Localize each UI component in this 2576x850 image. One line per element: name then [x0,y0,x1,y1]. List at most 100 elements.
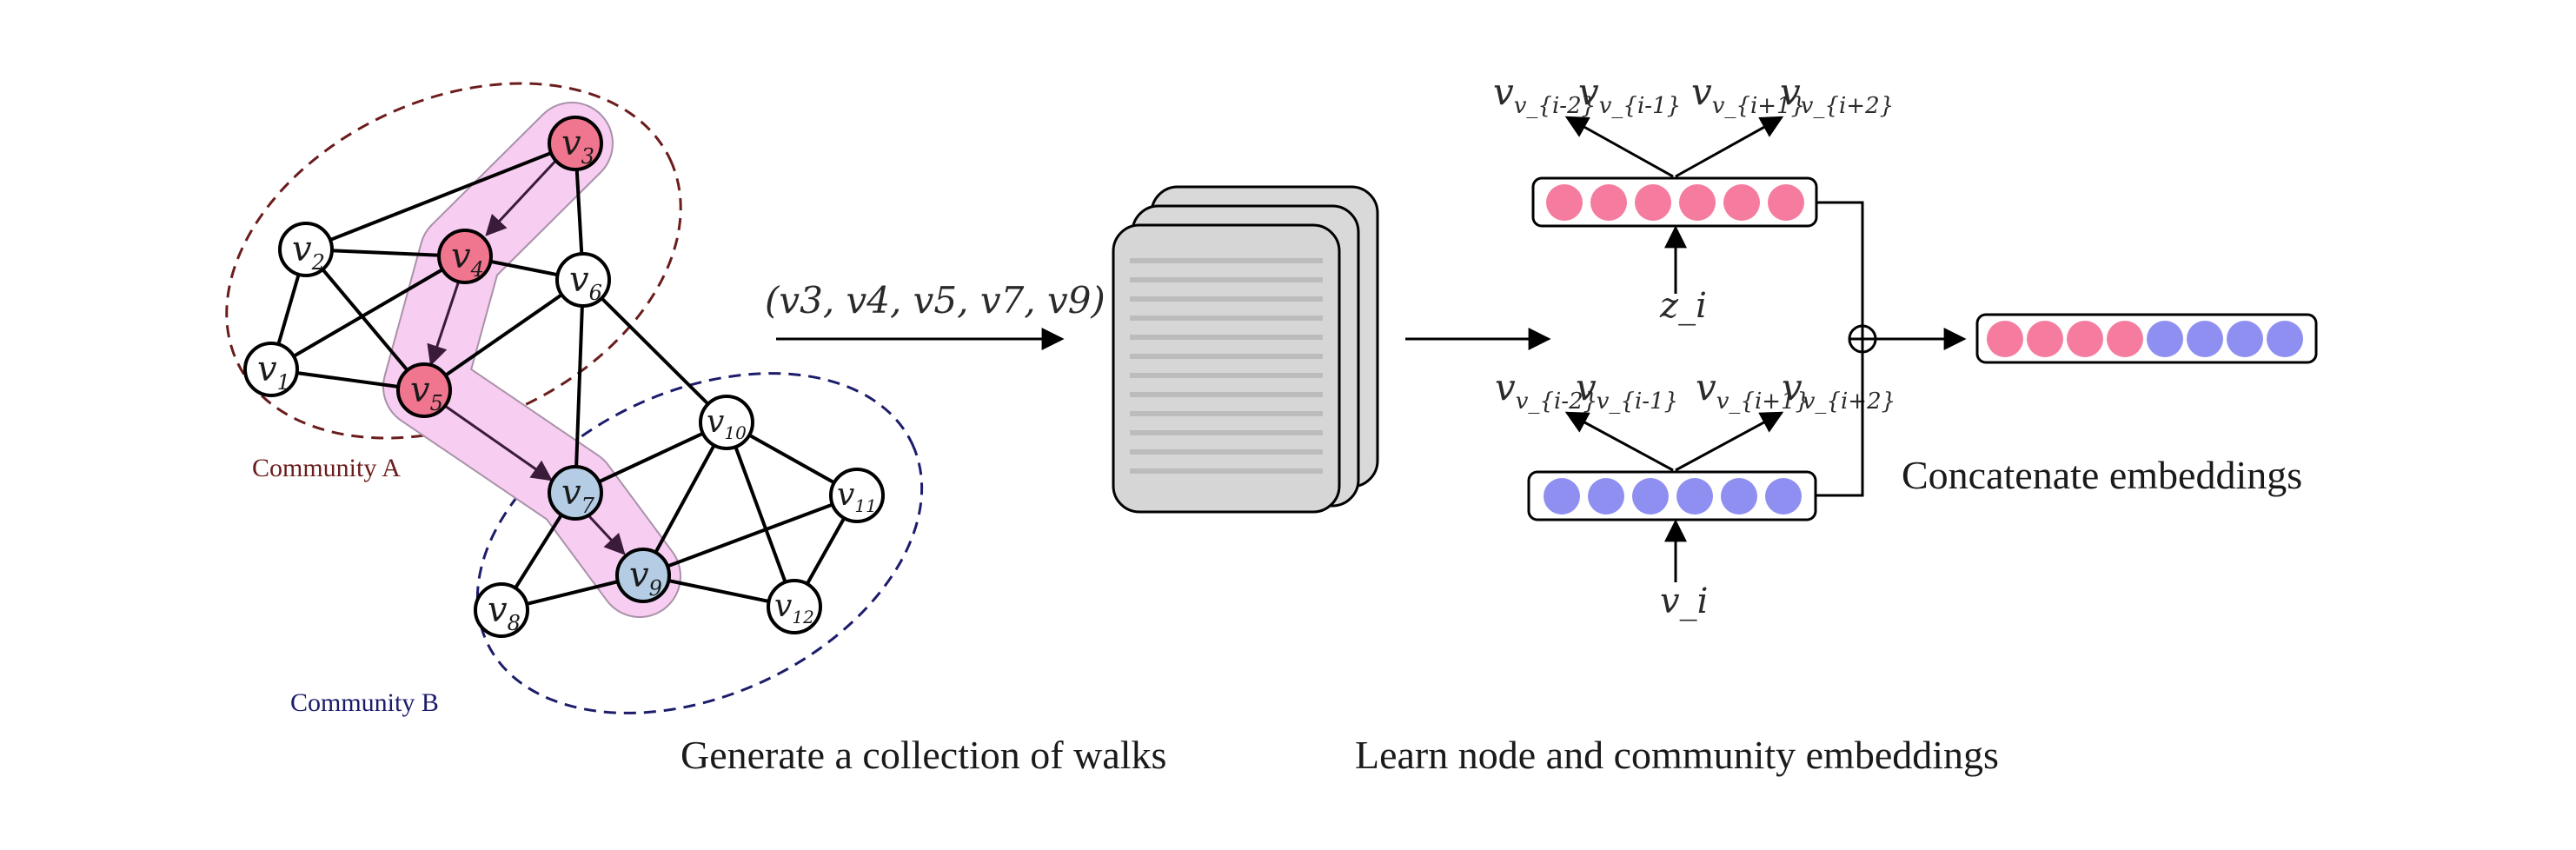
edge-v2-v3 [305,142,576,251]
edge-v5-v6 [422,278,585,392]
svg-text:v10: v10 [707,404,747,443]
node-output-3: vv_{i+2} [1782,366,1895,415]
node-vector-cell-2 [1632,478,1669,515]
node-v8-base: v [488,590,508,630]
node-v7-sub: 7 [581,494,595,518]
community-vector-cell-5 [1768,184,1804,221]
walk-corpus-stack [1112,185,1379,514]
svg-text:v6: v6 [569,260,602,305]
svg-text:v9: v9 [629,555,662,601]
node-v12: v12 [767,579,822,634]
embedding-section: vv_{i-2} vv_{i-1} vv_{i+1} vv_{i+2} z_i … [1493,70,2318,621]
node-v11-sub: 11 [854,495,876,516]
community-vector-cells [1546,184,1804,221]
node-vector-cells [1544,478,1802,515]
concat-vector-cell-5 [2187,321,2223,357]
node-v5-sub: 5 [430,391,443,415]
community-output-1-sub: v_{i-1} [1599,93,1681,119]
node-v3: v3 [548,116,603,171]
node-v1-base: v [257,349,277,389]
concat-vector-cell-3 [2107,321,2143,357]
node-v2: v2 [278,222,334,277]
node-v7-base: v [561,473,581,513]
concat-vector-cell-2 [2067,321,2103,357]
node-v12-base: v [774,588,792,624]
node-vector-cell-3 [1676,478,1713,515]
node-output-1-sub: v_{i-1} [1597,388,1678,415]
node-vector-cell-5 [1765,478,1802,515]
edge-v10-v9 [641,422,728,576]
concat-vector-cell-0 [1987,321,2023,357]
community-output-3: vv_{i+2} [1780,70,1894,119]
walk-sequence-label: (v3, v4, v5, v7, v9) [765,279,1105,322]
svg-text:v4: v4 [451,236,484,282]
node-v5-base: v [410,370,430,410]
edge-v9-v11 [642,494,858,577]
concat-vector-cell-1 [2027,321,2063,357]
node-v2-sub: 2 [311,250,325,275]
node-v3-sub: 3 [581,144,594,169]
node-v5: v5 [396,362,452,418]
svg-text:v1: v1 [257,349,290,395]
node-vector-cell-4 [1721,478,1757,515]
community-vector-cell-4 [1723,184,1760,221]
svg-text:v11: v11 [837,477,877,516]
walk-generation-section: (v3, v4, v5, v7, v9) [765,185,1551,514]
community-output-arrow-right [1675,116,1784,178]
node-v9-base: v [629,555,649,595]
concat-connector [1816,201,1967,497]
community-output-3-sub: v_{i+2} [1801,93,1894,119]
node-output-3-sub: v_{i+2} [1803,388,1895,415]
walk-highlight-fill [384,103,680,616]
node-v6-sub: 6 [589,281,602,305]
walk-arrow-v7-v9 [588,515,626,555]
graph: v1 v2 v3 v4 v5 v6 [225,82,924,717]
community-output-arrow-left [1564,116,1674,178]
walk-arrow-v3-v4 [485,155,561,236]
svg-text:v3: v3 [561,123,594,169]
node-v4-base: v [451,236,471,276]
community-vector-cell-0 [1546,184,1583,221]
node-embedding-model: vv_{i-2} vv_{i-1} vv_{i+1} vv_{i+2} v_i [1495,366,1895,621]
caption-generate-walks: Generate a collection of walks [681,733,1166,777]
concat-vector-cell-7 [2267,321,2303,357]
node-output-2-sub: v_{i+1} [1716,388,1809,415]
node-v1-sub: 1 [277,370,290,395]
node-v6: v6 [555,252,611,308]
node-v7: v7 [548,465,603,521]
concat-vector-cells [1987,321,2303,357]
node-v11-base: v [837,477,854,513]
community-b-label: Community B [290,688,439,717]
corpus-doc-lines [1130,258,1323,474]
node-v8-sub: 8 [508,611,521,635]
svg-text:v8: v8 [488,590,521,635]
edge-v2-v5 [304,248,426,392]
community-b-boundary [475,372,924,714]
edge-v6-v10 [581,278,728,424]
node-v3-base: v [561,123,581,163]
node-output-arrow-left [1564,411,1674,472]
community-vector-cell-3 [1679,184,1716,221]
community-a-boundary [225,82,682,440]
node-input-label: v_i [1660,581,1708,621]
node-v9: v9 [615,548,671,603]
node-v8: v8 [474,582,529,638]
graph-nodes: v1 v2 v3 v4 v5 v6 [243,116,885,638]
edge-v10-v12 [725,422,796,608]
node-v9-sub: 9 [649,576,662,601]
node-output-arrow-right [1675,411,1784,472]
edge-v1-v4 [269,255,467,371]
node-v12-sub: 12 [792,607,813,628]
community-vector-cell-2 [1635,184,1671,221]
community-output-1: vv_{i-1} [1578,70,1681,119]
caption-concatenate: Concatenate embeddings [1902,453,2302,497]
edge-v6-v7 [574,279,585,494]
walk-arrow-v4-v5 [427,280,461,367]
walk-arrows [427,155,626,555]
node-vector-cell-1 [1588,478,1624,515]
svg-text:v12: v12 [774,588,814,628]
node-v4-sub: 4 [470,257,484,282]
community-output-2-sub: v_{i+1} [1712,93,1805,119]
node-v10-sub: 10 [724,422,747,443]
community-vector-cell-1 [1590,184,1627,221]
